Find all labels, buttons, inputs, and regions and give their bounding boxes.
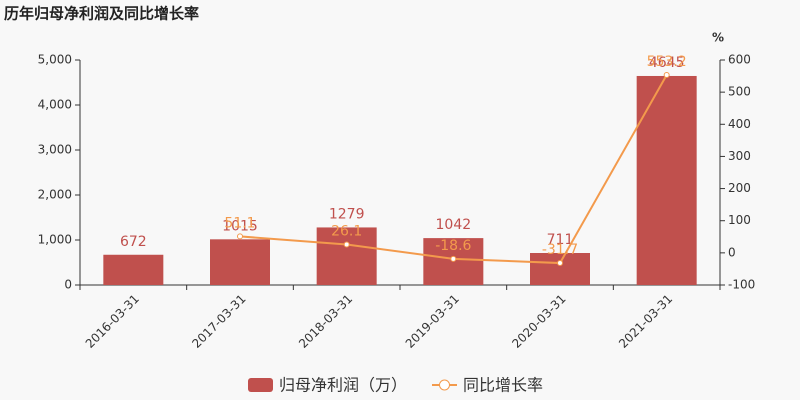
point bbox=[237, 233, 243, 240]
y2-tick-label: 100 bbox=[728, 213, 751, 227]
line-value-label: 553.2 bbox=[647, 54, 687, 70]
bar bbox=[530, 253, 590, 285]
y2-tick-label: 300 bbox=[728, 149, 751, 163]
line-value-label: -18.6 bbox=[435, 238, 471, 254]
x-tick-label: 2021-03-31 bbox=[616, 292, 675, 351]
y-tick-label: 0 bbox=[64, 278, 72, 292]
bar-value-label: 1279 bbox=[329, 206, 365, 222]
y-tick-label: 2,000 bbox=[38, 188, 72, 202]
x-tick-label: 2018-03-31 bbox=[296, 292, 355, 351]
x-tick-label: 2017-03-31 bbox=[189, 292, 248, 351]
y-tick-label: 5,000 bbox=[38, 53, 72, 67]
bar bbox=[316, 227, 377, 285]
point bbox=[450, 255, 457, 262]
x-tick-label: 2019-03-31 bbox=[403, 292, 462, 351]
bar bbox=[636, 75, 697, 285]
y2-axis-label: % bbox=[712, 31, 724, 45]
chart-title: 历年归母净利润及同比增长率 bbox=[4, 5, 199, 23]
point bbox=[663, 72, 670, 79]
legend-label: 归母净利润（万） bbox=[279, 376, 407, 395]
point bbox=[557, 260, 563, 267]
y-tick-label: 4,000 bbox=[38, 98, 72, 112]
y-tick-label: 3,000 bbox=[38, 143, 72, 157]
y2-tick-label: -100 bbox=[728, 278, 755, 292]
bar-value-label: 711 bbox=[547, 232, 574, 248]
y2-tick-label: 200 bbox=[728, 181, 751, 195]
line-value-label: -31.7 bbox=[542, 242, 578, 258]
bar bbox=[210, 239, 270, 285]
y2-tick-label: 400 bbox=[728, 117, 751, 131]
y2-tick-label: 0 bbox=[728, 245, 736, 259]
legend-label: 同比增长率 bbox=[463, 376, 543, 395]
x-tick-label: 2020-03-31 bbox=[509, 292, 568, 351]
bar-value-label: 1015 bbox=[222, 218, 258, 234]
legend-swatch bbox=[439, 379, 450, 391]
bar-value-label: 672 bbox=[120, 234, 147, 250]
x-tick-label: 2016-03-31 bbox=[83, 292, 142, 351]
point bbox=[343, 241, 350, 248]
y2-tick-label: 500 bbox=[728, 85, 751, 99]
line bbox=[239, 74, 668, 265]
y-tick-label: 1,000 bbox=[38, 233, 72, 247]
line-value-label: 51.1 bbox=[224, 215, 255, 231]
bar-value-label: 1042 bbox=[436, 217, 472, 233]
line-value-label: 26.1 bbox=[331, 223, 362, 239]
legend-swatch bbox=[248, 378, 273, 392]
y2-tick-label: 600 bbox=[728, 53, 751, 67]
bar bbox=[103, 254, 164, 285]
bar-value-label: 4645 bbox=[649, 55, 685, 71]
